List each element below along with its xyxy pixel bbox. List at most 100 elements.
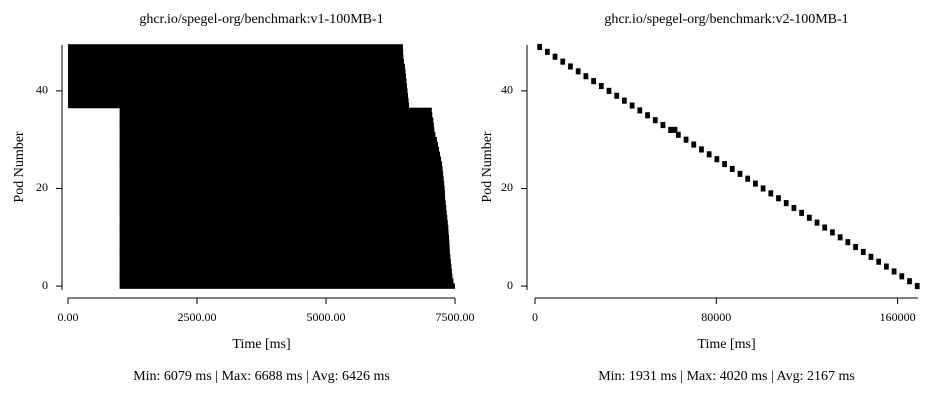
pod-bar bbox=[814, 219, 820, 226]
pod-bar bbox=[119, 112, 433, 119]
pod-bar bbox=[119, 205, 447, 211]
pod-bar bbox=[722, 161, 727, 168]
pod-bar bbox=[745, 175, 751, 182]
y-tick-label: 40 bbox=[501, 83, 513, 97]
pod-bar bbox=[119, 258, 451, 265]
pod-bar bbox=[119, 283, 455, 289]
pod-bar bbox=[68, 63, 405, 70]
pod-bar bbox=[68, 88, 408, 94]
pod-bar bbox=[791, 204, 797, 212]
pod-bar bbox=[776, 195, 781, 202]
pod-bar bbox=[119, 161, 443, 167]
stats-note: Min: 1931 ms | Max: 4020 ms | Avg: 2167 … bbox=[598, 369, 855, 384]
pod-bar bbox=[119, 224, 449, 231]
pod-bar bbox=[753, 180, 758, 187]
pod-bar bbox=[119, 249, 450, 255]
pod-bar bbox=[119, 151, 441, 158]
pod-bar bbox=[822, 224, 828, 231]
pod-bar bbox=[119, 268, 452, 275]
pod-bar bbox=[629, 102, 635, 109]
pod-bar bbox=[637, 107, 643, 114]
pod-bar bbox=[668, 126, 678, 133]
pod-bar bbox=[119, 195, 446, 201]
chart-title: ghcr.io/spegel-org/benchmark:v2-100MB-1 bbox=[604, 12, 848, 27]
pod-bar bbox=[119, 175, 444, 182]
pod-bar bbox=[675, 131, 681, 138]
x-tick-label: 5000.00 bbox=[307, 310, 346, 324]
pod-bar bbox=[68, 58, 404, 65]
pod-bar bbox=[691, 141, 697, 148]
pod-bar bbox=[119, 273, 453, 280]
y-axis-title: Pod Number bbox=[480, 131, 495, 203]
pod-bar bbox=[768, 190, 774, 197]
pod-bar bbox=[119, 141, 438, 148]
pod-bar bbox=[119, 278, 454, 284]
pod-bar bbox=[68, 93, 409, 99]
pod-bar bbox=[868, 253, 874, 260]
pod-bar bbox=[568, 63, 573, 70]
pod-bar bbox=[683, 136, 689, 143]
pod-bar bbox=[68, 49, 404, 55]
pod-bar bbox=[699, 146, 704, 153]
pod-bar bbox=[119, 234, 450, 241]
pod-bar bbox=[119, 132, 436, 138]
pod-bar bbox=[119, 263, 452, 270]
pod-bar bbox=[119, 127, 435, 133]
pod-bar bbox=[729, 165, 735, 173]
pod-bar bbox=[783, 200, 789, 207]
y-tick-label: 0 bbox=[42, 278, 48, 292]
pod-bar bbox=[68, 97, 409, 104]
pod-bar bbox=[714, 156, 720, 163]
pod-bar bbox=[614, 92, 620, 99]
pod-bar bbox=[652, 117, 658, 124]
pod-bar bbox=[907, 278, 912, 285]
y-axis-title: Pod Number bbox=[12, 131, 27, 203]
x-tick-label: 2500.00 bbox=[178, 310, 217, 324]
pod-bar bbox=[119, 171, 444, 177]
pod-bar bbox=[591, 78, 596, 85]
pod-bar bbox=[760, 185, 766, 192]
x-tick-label: 80000 bbox=[701, 310, 731, 324]
pod-bar bbox=[806, 214, 812, 221]
x-tick-label: 0 bbox=[532, 310, 538, 324]
y-tick-label: 20 bbox=[36, 180, 48, 194]
pod-bar bbox=[914, 283, 920, 290]
pod-bar bbox=[845, 239, 851, 246]
pod-bar bbox=[68, 78, 407, 84]
pod-bar bbox=[68, 83, 408, 89]
pod-bar bbox=[583, 73, 589, 80]
pod-bar bbox=[119, 200, 446, 206]
pod-bar bbox=[853, 244, 858, 251]
pod-bar bbox=[119, 239, 450, 245]
pod-bar bbox=[119, 229, 449, 236]
pod-bar bbox=[876, 258, 882, 265]
pod-bar bbox=[537, 43, 543, 51]
stats-note: Min: 6079 ms | Max: 6688 ms | Avg: 6426 … bbox=[133, 369, 390, 384]
pod-bar bbox=[119, 146, 440, 153]
pod-bar bbox=[544, 48, 550, 55]
pod-bar bbox=[119, 219, 448, 226]
pod-bar bbox=[552, 53, 558, 60]
pod-bar bbox=[860, 248, 866, 255]
pod-bar bbox=[706, 151, 712, 158]
y-tick-label: 40 bbox=[36, 83, 48, 97]
pod-bar bbox=[119, 136, 437, 143]
x-tick-label: 0.00 bbox=[58, 310, 79, 324]
pod-bar bbox=[837, 234, 843, 241]
pod-bar bbox=[884, 263, 889, 270]
pod-bar bbox=[119, 166, 443, 172]
pod-bar bbox=[119, 156, 442, 162]
pod-bar bbox=[560, 58, 566, 65]
pod-bar bbox=[119, 117, 434, 123]
pod-bar bbox=[119, 190, 445, 197]
x-axis-title: Time [ms] bbox=[697, 337, 755, 352]
chart-title: ghcr.io/spegel-org/benchmark:v1-100MB-1 bbox=[139, 12, 383, 27]
pod-bar bbox=[68, 102, 410, 109]
pod-bar bbox=[68, 53, 404, 60]
pod-bar bbox=[119, 180, 445, 187]
pod-bar bbox=[899, 273, 905, 280]
pod-bar bbox=[68, 44, 403, 50]
y-tick-label: 0 bbox=[507, 278, 513, 292]
x-axis-title: Time [ms] bbox=[232, 337, 290, 352]
